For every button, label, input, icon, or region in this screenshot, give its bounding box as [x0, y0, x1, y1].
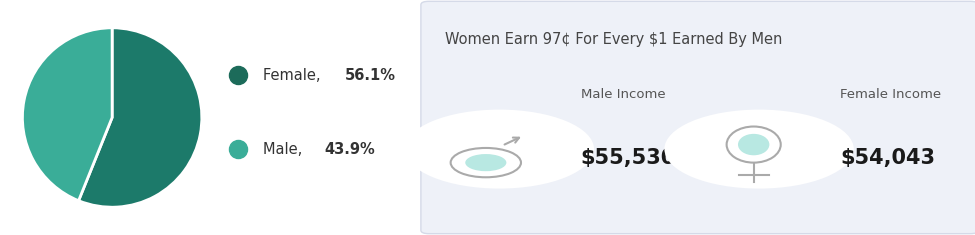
Text: Female Income: Female Income: [840, 88, 942, 102]
Text: $55,530: $55,530: [580, 148, 676, 168]
FancyBboxPatch shape: [421, 1, 975, 234]
Circle shape: [465, 154, 506, 171]
Circle shape: [405, 110, 594, 188]
Text: Female,: Female,: [263, 68, 326, 83]
Text: $54,043: $54,043: [840, 148, 935, 168]
Text: Women Earn 97¢ For Every $1 Earned By Men: Women Earn 97¢ For Every $1 Earned By Me…: [446, 32, 783, 47]
Text: Male,: Male,: [263, 142, 307, 157]
Text: Male Income: Male Income: [580, 88, 665, 102]
Text: 43.9%: 43.9%: [324, 142, 374, 157]
Ellipse shape: [738, 134, 769, 155]
Wedge shape: [22, 28, 112, 201]
Text: 56.1%: 56.1%: [344, 68, 396, 83]
Circle shape: [664, 110, 854, 188]
Wedge shape: [79, 28, 202, 207]
